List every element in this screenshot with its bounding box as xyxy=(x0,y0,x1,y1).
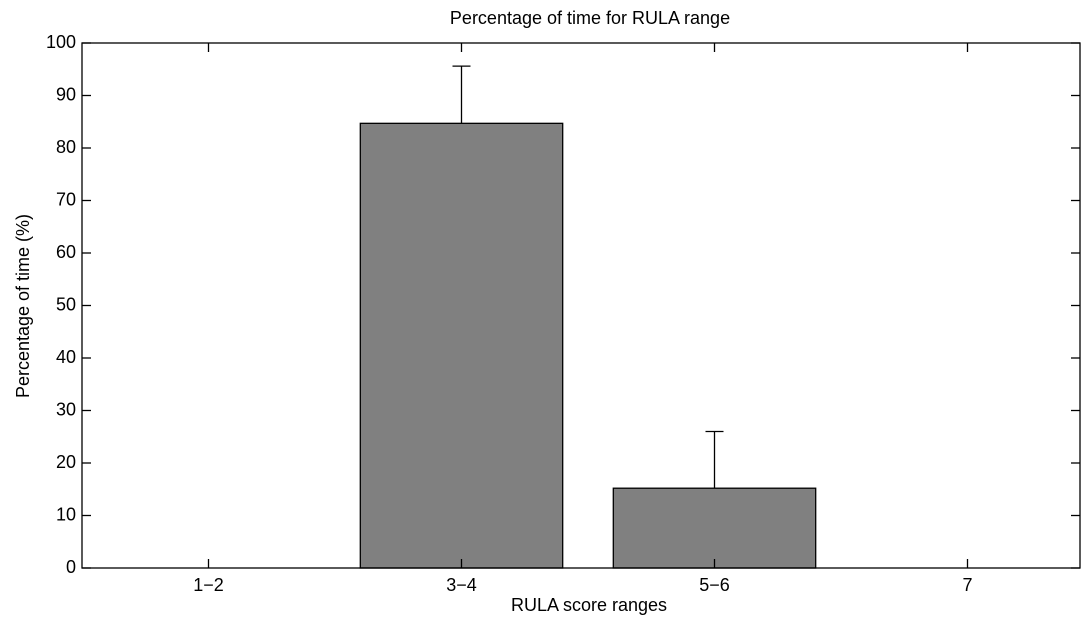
y-tick-label: 50 xyxy=(56,294,76,314)
x-axis-label: RULA score ranges xyxy=(511,595,667,615)
x-tick-label: 3−4 xyxy=(446,575,477,595)
y-tick-label: 10 xyxy=(56,504,76,524)
bar xyxy=(612,487,817,569)
y-tick-label: 60 xyxy=(56,242,76,262)
y-tick-label: 30 xyxy=(56,399,76,419)
y-tick-label: 40 xyxy=(56,347,76,367)
y-tick-label: 20 xyxy=(56,452,76,472)
y-axis-label: Percentage of time (%) xyxy=(13,214,33,398)
x-tick-label: 7 xyxy=(962,575,972,595)
chart-title: Percentage of time for RULA range xyxy=(450,8,730,28)
y-tick-label: 70 xyxy=(56,189,76,209)
bar xyxy=(359,122,564,569)
y-tick-label: 80 xyxy=(56,137,76,157)
x-tick-label: 1−2 xyxy=(193,575,224,595)
y-tick-label: 90 xyxy=(56,84,76,104)
plot-frame xyxy=(81,42,1081,569)
x-tick-label: 5−6 xyxy=(699,575,730,595)
y-tick-label: 0 xyxy=(66,557,76,577)
y-tick-label: 100 xyxy=(46,32,76,52)
